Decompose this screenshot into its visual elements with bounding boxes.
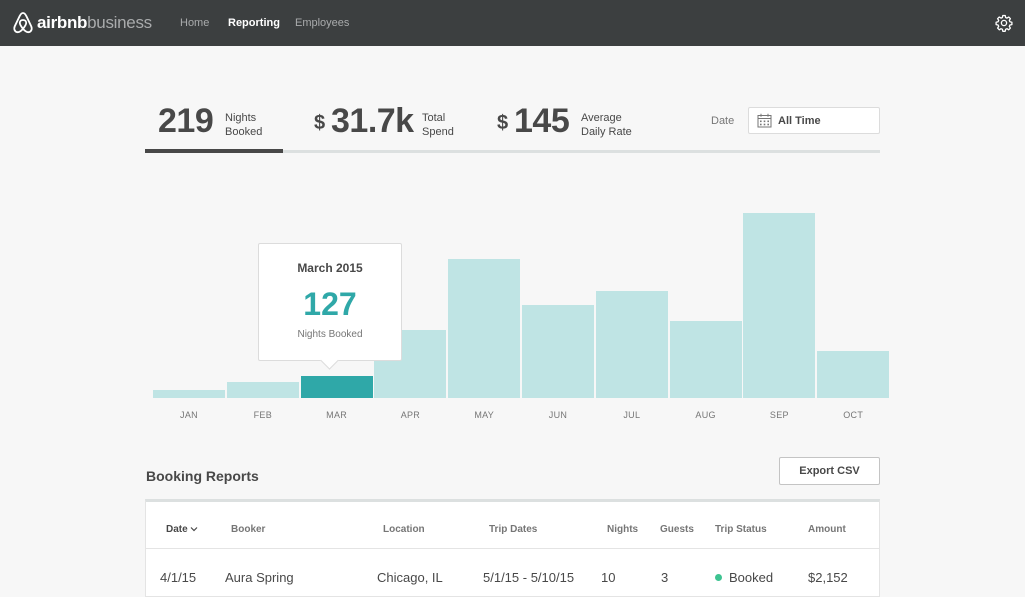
average-daily-rate-label[interactable]: Average Daily Rate: [581, 111, 661, 139]
chart-tooltip: March 2015 127 Nights Booked: [258, 243, 402, 370]
month-label-jul: JUL: [623, 410, 641, 420]
column-header-date[interactable]: Date: [166, 524, 198, 535]
gear-icon[interactable]: [995, 14, 1013, 32]
tooltip-label: Nights Booked: [297, 329, 363, 340]
stat-label-line1: Nights: [225, 112, 257, 124]
header-divider: [146, 548, 879, 549]
stat-label-line2: Daily Rate: [581, 126, 632, 138]
bar-jul[interactable]: [595, 290, 668, 398]
month-label-oct: OCT: [843, 410, 864, 420]
currency-symbol: $: [497, 112, 509, 134]
column-header-location[interactable]: Location: [383, 524, 425, 535]
top-navigation-bar: airbnbbusiness Home Reporting Employees: [0, 0, 1025, 46]
month-label-apr: APR: [400, 410, 421, 420]
airbnb-business-logo[interactable]: airbnbbusiness: [12, 11, 152, 35]
logo-sub-text: business: [87, 13, 152, 32]
column-header-nights[interactable]: Nights: [607, 524, 639, 535]
cell-location: Chicago, IL: [377, 570, 443, 585]
column-header-trip-dates[interactable]: Trip Dates: [489, 524, 538, 535]
stat-label-line2: Spend: [422, 126, 454, 138]
tooltip-value: 127: [303, 286, 357, 322]
date-range-select[interactable]: All Time: [748, 107, 880, 134]
currency-symbol: $: [314, 112, 326, 134]
cell-date: 4/1/15: [160, 570, 197, 585]
logo-brand-text: airbnb: [37, 13, 88, 32]
bar-jan[interactable]: [153, 390, 225, 398]
column-header-trip-status[interactable]: Trip Status: [715, 524, 767, 535]
month-label-jan: JAN: [180, 410, 198, 420]
bar-sep[interactable]: [743, 212, 816, 398]
bar-feb[interactable]: [226, 382, 299, 398]
cell-booker: Aura Spring: [225, 570, 294, 585]
month-label-jun: JUN: [548, 410, 568, 420]
nav-reporting[interactable]: Reporting: [228, 17, 280, 29]
cell-amount: $2,152: [808, 570, 848, 585]
bar-oct[interactable]: [817, 351, 890, 398]
date-range-value: All Time: [778, 115, 821, 127]
bar-jun[interactable]: [522, 304, 594, 398]
nights-booked-value: 219: [158, 102, 214, 140]
total-spend-value: 31.7k: [331, 102, 414, 140]
month-label-aug: AUG: [695, 410, 716, 420]
bar-may[interactable]: [448, 259, 521, 398]
month-label-mar: MAR: [326, 410, 348, 420]
cell-trip-dates: 5/1/15 - 5/10/15: [483, 570, 575, 585]
total-spend-label[interactable]: Total Spend: [422, 111, 502, 139]
column-header-amount[interactable]: Amount: [808, 524, 846, 535]
nav-employees[interactable]: Employees: [295, 17, 350, 29]
stat-tab-track: [145, 150, 880, 153]
nights-booked-bar-chart: JAN FEB MAR APR MAY JUN JUL AUG SEP OCT: [145, 195, 890, 425]
column-header-guests[interactable]: Guests: [660, 524, 694, 535]
airbnb-logo-icon: [13, 12, 33, 34]
nights-booked-label[interactable]: Nights Booked: [225, 111, 305, 139]
stat-label-line2: Booked: [225, 126, 263, 138]
stat-tab-active-indicator: [145, 149, 283, 153]
bar-mar[interactable]: [300, 376, 373, 398]
booking-reports-title: Booking Reports: [146, 468, 259, 484]
month-label-sep: SEP: [769, 410, 789, 420]
stat-label-line1: Total: [422, 112, 446, 124]
month-label-may: MAY: [474, 410, 495, 420]
calendar-icon: [757, 113, 772, 128]
cell-nights: 10: [601, 570, 616, 585]
stat-label-line1: Average: [581, 112, 622, 124]
cell-trip-status: Booked: [729, 570, 774, 585]
date-filter-label: Date: [711, 115, 735, 127]
export-csv-button[interactable]: Export CSV: [779, 457, 880, 485]
logo-text: airbnbbusiness: [37, 13, 152, 33]
month-label-feb: FEB: [253, 410, 272, 420]
status-dot-icon: [715, 574, 722, 581]
column-header-label: Date: [166, 524, 188, 535]
sort-descending-icon: [190, 527, 198, 532]
cell-guests: 3: [661, 570, 669, 585]
booking-reports-table: Date Booker Location Trip Dates Nights G…: [145, 499, 880, 597]
nav-home[interactable]: Home: [180, 17, 210, 29]
average-daily-rate-value: 145: [514, 102, 570, 140]
column-header-booker[interactable]: Booker: [231, 524, 266, 535]
tooltip-month: March 2015: [297, 261, 363, 275]
bar-aug[interactable]: [669, 321, 742, 398]
